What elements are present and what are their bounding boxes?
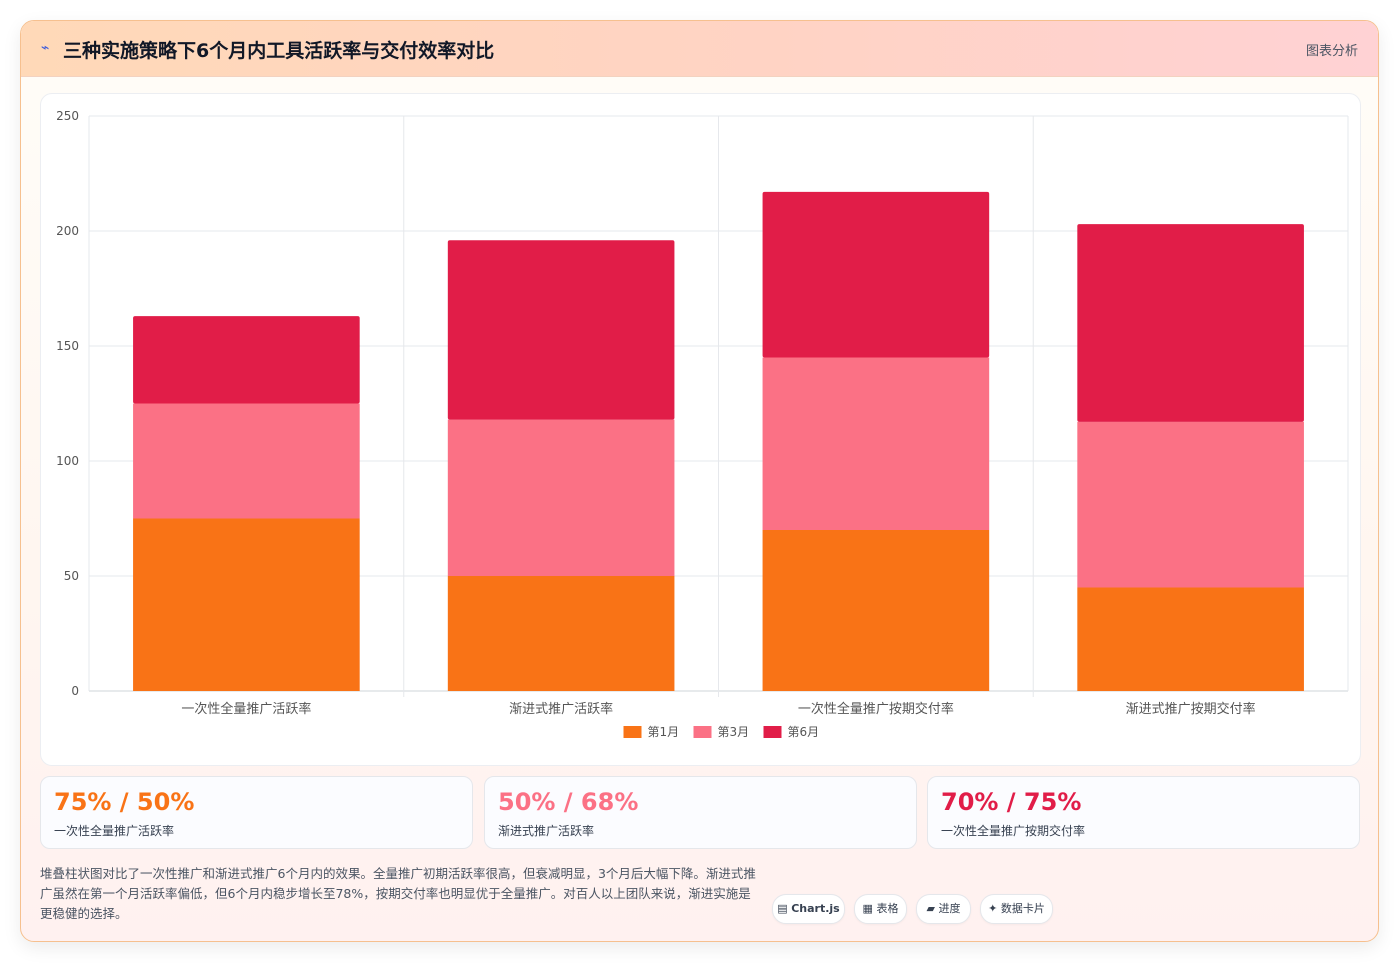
- bar-segment: [1077, 224, 1304, 422]
- x-tick-label: 渐进式推广按期交付率: [1126, 701, 1256, 717]
- stat-label: 一次性全量推广按期交付率: [941, 824, 1086, 838]
- bar-segment: [762, 530, 990, 691]
- y-tick-label: 250: [56, 109, 79, 123]
- chart-analysis-button[interactable]: 图表分析: [1305, 44, 1358, 59]
- bar-segment: [447, 419, 675, 576]
- chart-description: 堆叠柱状图对比了一次性推广和渐进式推广6个月内的效果。全量推广初期活跃率很高，但…: [40, 866, 756, 921]
- bar-segment: [447, 240, 675, 420]
- legend-swatch: [623, 726, 642, 738]
- y-tick-label: 0: [71, 684, 79, 698]
- stat-value: 50% / 68%: [498, 788, 639, 816]
- bar-segment: [447, 576, 675, 691]
- stat-label: 一次性全量推广活跃率: [54, 824, 175, 838]
- legend-label: 第6月: [788, 725, 820, 739]
- stat-label: 渐进式推广活跃率: [498, 824, 595, 838]
- legend-swatch: [763, 726, 782, 738]
- sparkle-icon: ⌁: [41, 40, 50, 56]
- tag-label: Chart.js: [791, 902, 840, 915]
- x-tick-label: 一次性全量推广活跃率: [181, 701, 311, 717]
- card-header: ⌁ 三种实施策略下6个月内工具活跃率与交付效率对比 图表分析: [21, 21, 1378, 77]
- table-icon: ▦: [862, 902, 873, 915]
- y-tick-label: 200: [56, 224, 79, 238]
- bar-segment: [133, 518, 360, 691]
- y-tick-label: 50: [64, 569, 79, 583]
- bar-segment: [1077, 587, 1304, 691]
- legend-label: 第1月: [648, 725, 680, 739]
- bar-segment: [133, 403, 360, 519]
- tag-label: 进度: [938, 902, 961, 915]
- chart-title: 三种实施策略下6个月内工具活跃率与交付效率对比: [63, 40, 495, 62]
- tag-label: 表格: [876, 902, 899, 915]
- x-tick-label: 一次性全量推广按期交付率: [798, 701, 954, 717]
- progress-icon: ▰: [926, 902, 935, 915]
- stacked-bar-chart: 0 50 100 150 200 250 一次性全量推广活跃率 渐进式推广活跃率 一次性全量推广…: [56, 109, 1349, 739]
- stat-card-3: 70% / 75% 一次性全量推广按期交付率: [927, 776, 1360, 849]
- tag-data-card[interactable]: ✦ 数据卡片: [980, 894, 1053, 924]
- tag-chartjs[interactable]: ▤ Chart.js: [772, 894, 845, 924]
- y-tick-label: 100: [56, 454, 79, 468]
- chart-panel: 0 50 100 150 200 250 一次性全量推广活跃率 渐进式推广活跃率 一次性全量推广…: [40, 93, 1361, 766]
- tag-table[interactable]: ▦ 表格: [854, 894, 907, 924]
- x-tick-label: 渐进式推广活跃率: [509, 701, 613, 717]
- bar-segment: [133, 316, 360, 404]
- tag-progress[interactable]: ▰ 进度: [916, 894, 971, 924]
- legend-swatch: [693, 726, 712, 738]
- chart-card: ⌁ 三种实施策略下6个月内工具活跃率与交付效率对比 图表分析 0 50 100 150…: [20, 20, 1379, 942]
- stat-card-2: 50% / 68% 渐进式推广活跃率: [484, 776, 917, 849]
- bar-segment: [762, 357, 990, 530]
- bar-segment: [1077, 421, 1304, 588]
- legend-label: 第3月: [718, 725, 750, 739]
- tag-label: 数据卡片: [1000, 902, 1045, 915]
- stat-card-1: 75% / 50% 一次性全量推广活跃率: [40, 776, 473, 849]
- chart-icon: ▤: [777, 902, 788, 915]
- stat-value: 75% / 50%: [54, 788, 195, 816]
- bar-segment: [762, 191, 990, 358]
- sparkle-icon: ✦: [988, 902, 998, 915]
- stat-value: 70% / 75%: [941, 788, 1082, 816]
- y-tick-label: 150: [56, 339, 79, 353]
